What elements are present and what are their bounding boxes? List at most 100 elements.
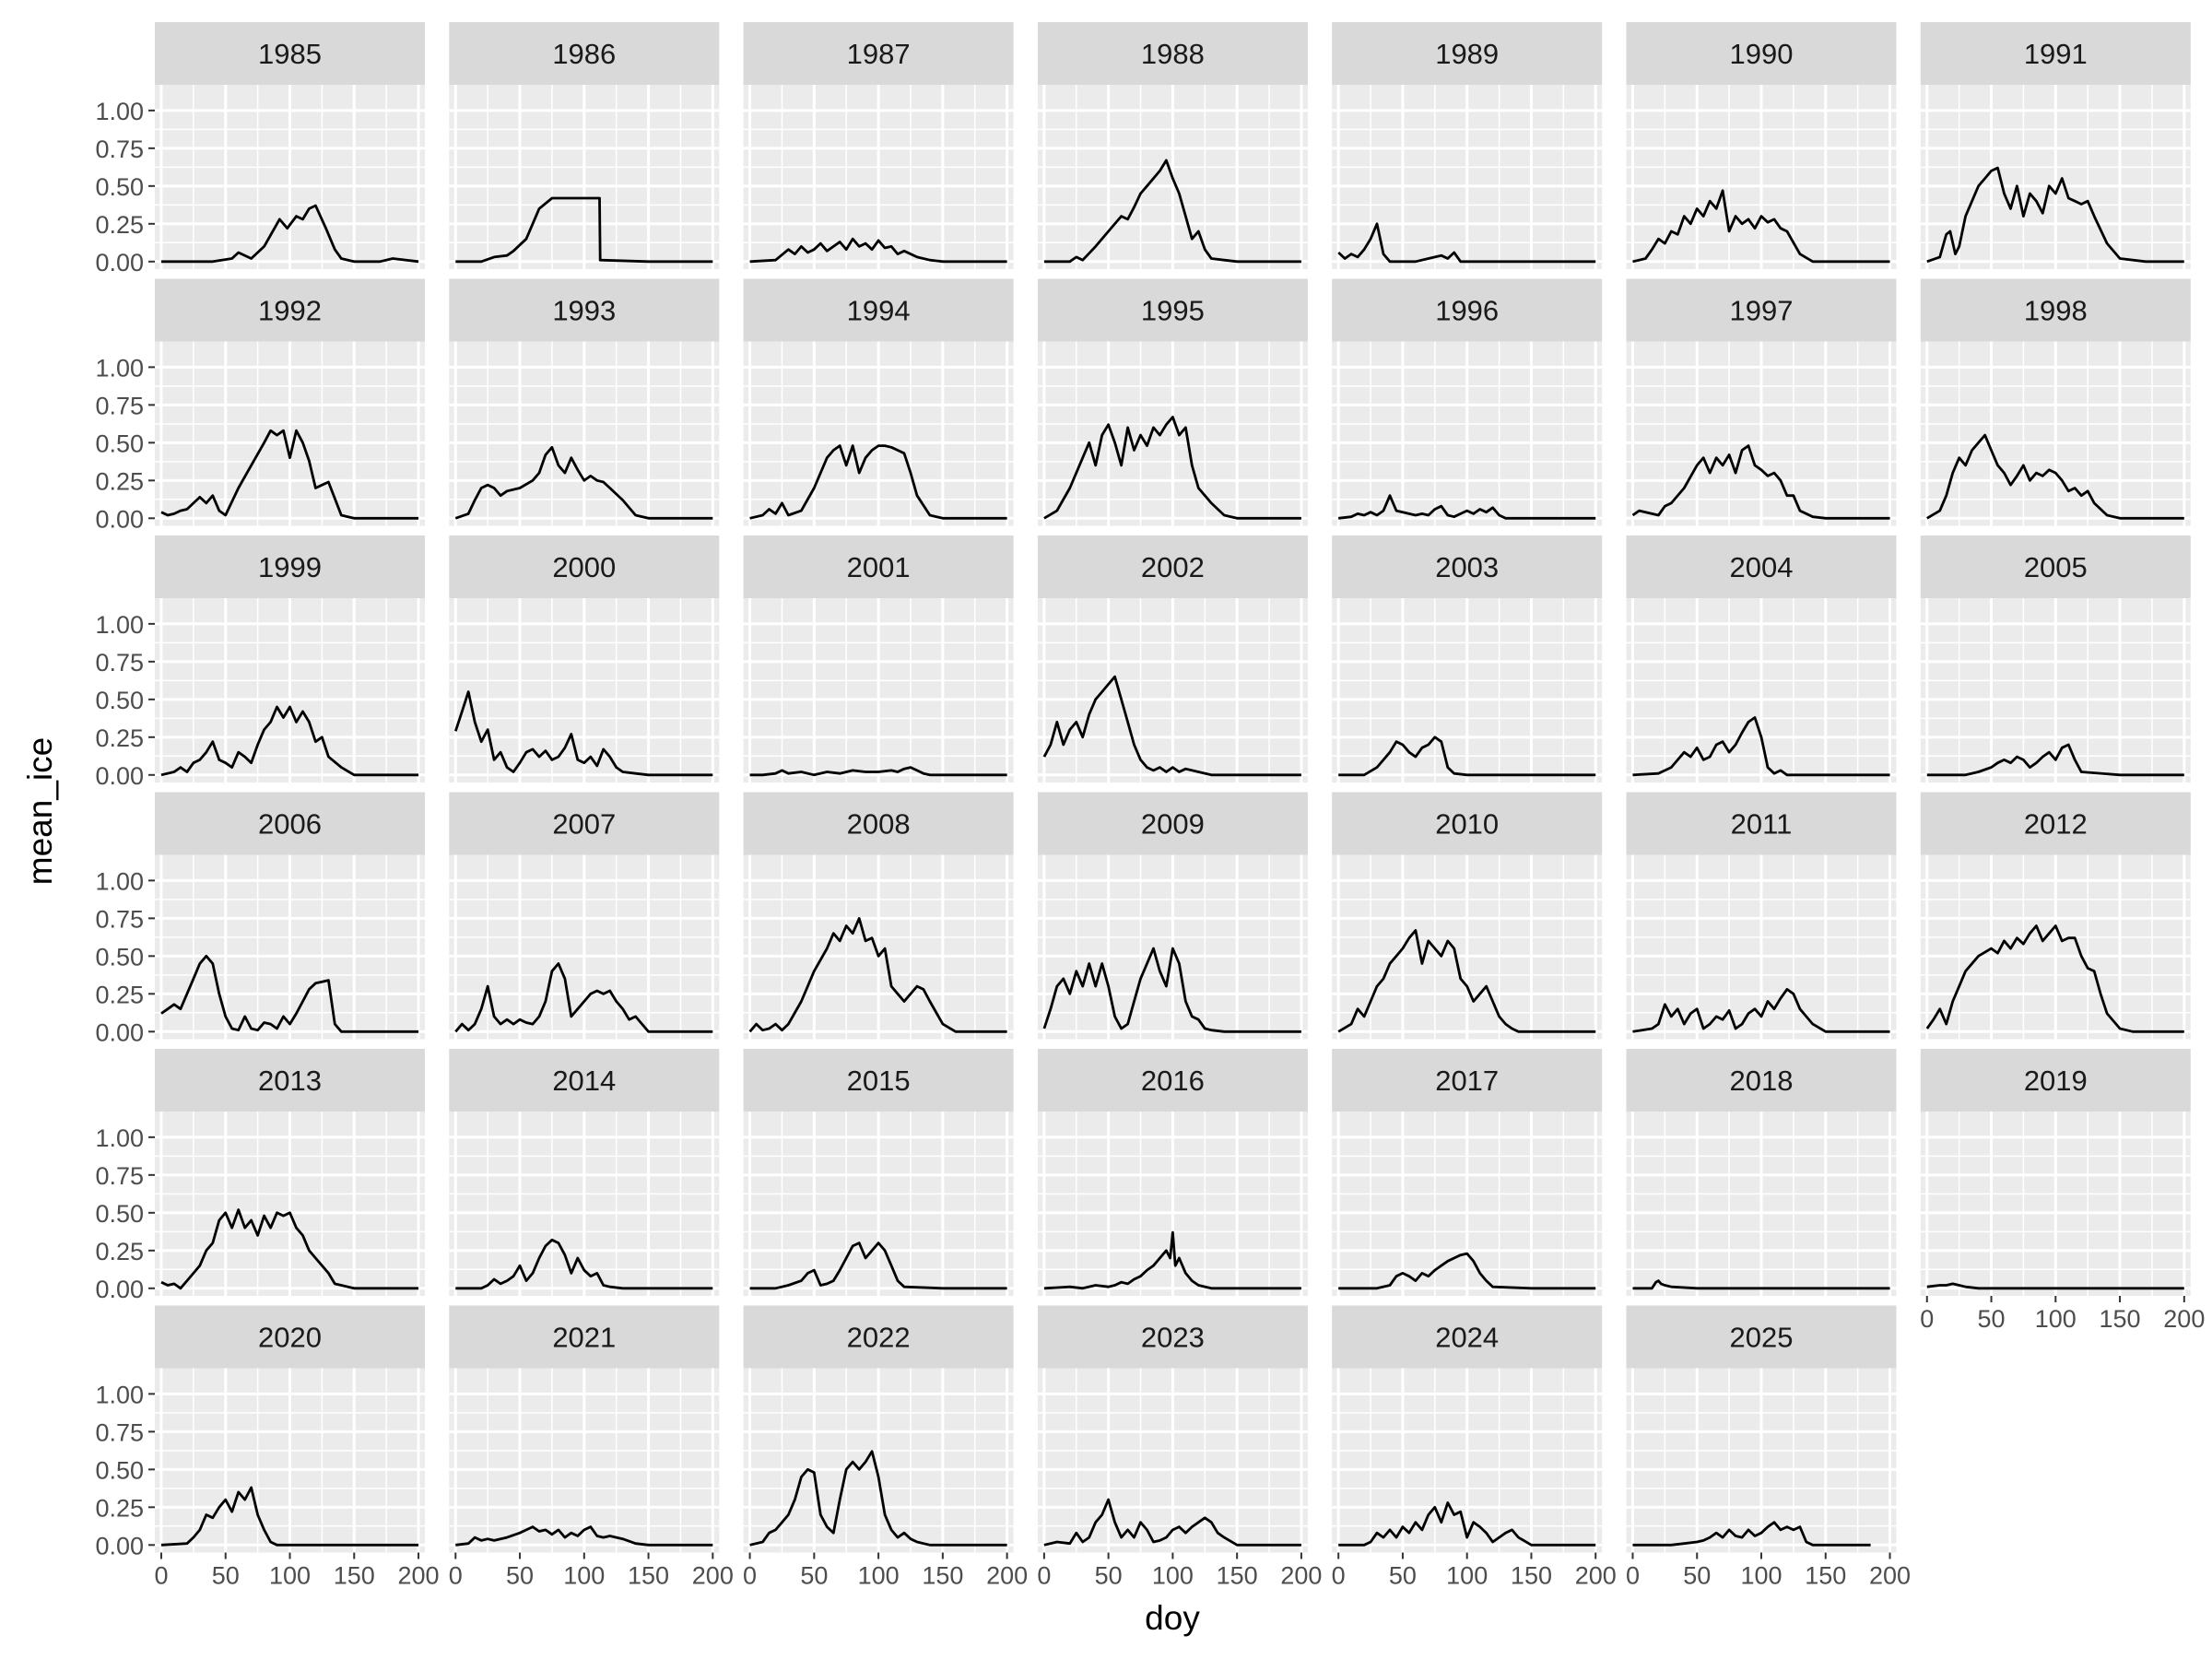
facet-strip-label: 2017	[1435, 1065, 1499, 1097]
series-line	[454, 445, 713, 520]
y-tick-label: 0.50	[95, 173, 144, 201]
x-tick-label: 100	[2035, 1305, 2077, 1333]
x-tick-label: 150	[628, 1562, 669, 1590]
y-tick-label: 0.25	[95, 211, 144, 239]
facet-strip-label: 1998	[2024, 295, 2088, 327]
facet-strip	[155, 1305, 425, 1369]
x-tick-label: 150	[922, 1562, 963, 1590]
facet-panel: 1989	[1332, 22, 1603, 269]
series-line	[1338, 494, 1596, 520]
facet-panel: 2011	[1626, 792, 1897, 1040]
facet-panel: 1998	[1920, 278, 2191, 526]
series-line	[1632, 716, 1890, 777]
facet-strip	[155, 1049, 425, 1112]
facet-strip	[1332, 1049, 1603, 1112]
series-line	[1338, 1501, 1596, 1547]
series-line	[1632, 988, 1890, 1033]
y-tick-label: 0.00	[95, 762, 144, 790]
x-tick-label: 200	[397, 1562, 439, 1590]
series-line	[1632, 1279, 1890, 1290]
y-tick-label: 1.00	[95, 1124, 144, 1152]
facet-panel: 2025 0 50 100 150 200	[1626, 1305, 1911, 1590]
facet-strip	[449, 278, 720, 342]
series-line	[1926, 743, 2184, 777]
series-line	[1338, 1252, 1596, 1290]
facet-panel: 1993	[449, 278, 720, 526]
series-line	[160, 1486, 418, 1547]
facet-strip-label: 2012	[2024, 808, 2088, 841]
x-tick-label: 100	[1152, 1562, 1194, 1590]
facet-panel: 2012	[1920, 792, 2191, 1040]
facet-strip	[1037, 535, 1308, 598]
facet-strip-label: 2009	[1141, 808, 1205, 841]
series-line	[455, 1238, 713, 1290]
y-tick-label: 1.00	[95, 354, 144, 382]
facet-strip-label: 2021	[552, 1322, 616, 1354]
facet-strip	[1920, 792, 2191, 855]
facet-strip-label: 1996	[1435, 295, 1499, 327]
facet-strip	[1920, 278, 2191, 342]
y-tick-label: 0.50	[95, 429, 144, 457]
facet-strip	[1626, 278, 1897, 342]
y-tick-label: 0.50	[95, 943, 144, 971]
facet-strip	[743, 535, 1014, 598]
facet-strip-label: 2002	[1141, 551, 1205, 583]
facet-strip	[1332, 792, 1603, 855]
x-tick-label: 0	[1037, 1562, 1051, 1590]
facet-strip	[155, 535, 425, 598]
facet-strip-label: 2005	[2024, 551, 2088, 583]
x-tick-label: 50	[1095, 1562, 1123, 1590]
facet-strip	[449, 1049, 720, 1112]
y-tick-label: 0.75	[95, 392, 144, 419]
facet-strip-label: 2024	[1435, 1322, 1499, 1354]
x-tick-label: 100	[563, 1562, 605, 1590]
x-axis-title: doy	[1145, 1599, 1200, 1637]
x-tick-label: 50	[1389, 1562, 1417, 1590]
y-tick-label: 0.00	[95, 249, 144, 276]
series-line	[749, 1241, 1007, 1290]
facet-strip	[155, 792, 425, 855]
facet-panel: 2019 0 50 100 150 200	[1920, 1049, 2205, 1333]
facet-panel: 1997	[1626, 278, 1897, 526]
series-line	[454, 962, 713, 1033]
facet-strip	[449, 535, 720, 598]
facet-strip-label: 1991	[2024, 38, 2088, 70]
series-line	[1043, 1498, 1301, 1547]
facet-strip-label: 2003	[1435, 551, 1499, 583]
facet-strip-label: 1987	[847, 38, 911, 70]
y-tick-label: 1.00	[95, 1381, 144, 1408]
facet-strip	[1626, 1305, 1897, 1369]
facet-strip-label: 2023	[1141, 1322, 1205, 1354]
series-line	[749, 766, 1007, 777]
facet-strip	[449, 22, 720, 85]
facet-strip	[743, 22, 1014, 85]
facet-strip-label: 2000	[552, 551, 616, 583]
x-tick-label: 50	[212, 1562, 240, 1590]
x-tick-label: 0	[743, 1562, 757, 1590]
series-line	[1926, 166, 2184, 264]
facet-strip-label: 2006	[258, 808, 322, 841]
x-tick-label: 0	[449, 1562, 463, 1590]
x-tick-label: 50	[506, 1562, 534, 1590]
facet-panel: 2014	[449, 1049, 720, 1296]
facet-strip-label: 2025	[1730, 1322, 1794, 1354]
facet-strip-label: 2010	[1435, 808, 1499, 841]
y-tick-label: 1.00	[95, 98, 144, 125]
facet-strip	[743, 1305, 1014, 1369]
y-tick-label: 0.50	[95, 687, 144, 714]
facet-panel: 2005	[1920, 535, 2191, 782]
x-tick-label: 100	[269, 1562, 311, 1590]
y-tick-label: 0.00	[95, 1276, 144, 1303]
y-tick-label: 0.75	[95, 649, 144, 677]
series-line	[455, 1525, 713, 1547]
facet-strip	[1920, 535, 2191, 598]
y-tick-label: 0.25	[95, 467, 144, 495]
x-tick-label: 200	[692, 1562, 734, 1590]
series-line	[160, 954, 418, 1033]
facet-strip	[155, 278, 425, 342]
series-line	[1043, 1230, 1301, 1290]
facet-panel: 2004	[1626, 535, 1897, 782]
facet-panel: 1996	[1332, 278, 1603, 526]
facet-strip	[1920, 22, 2191, 85]
facet-strip	[1332, 535, 1603, 598]
